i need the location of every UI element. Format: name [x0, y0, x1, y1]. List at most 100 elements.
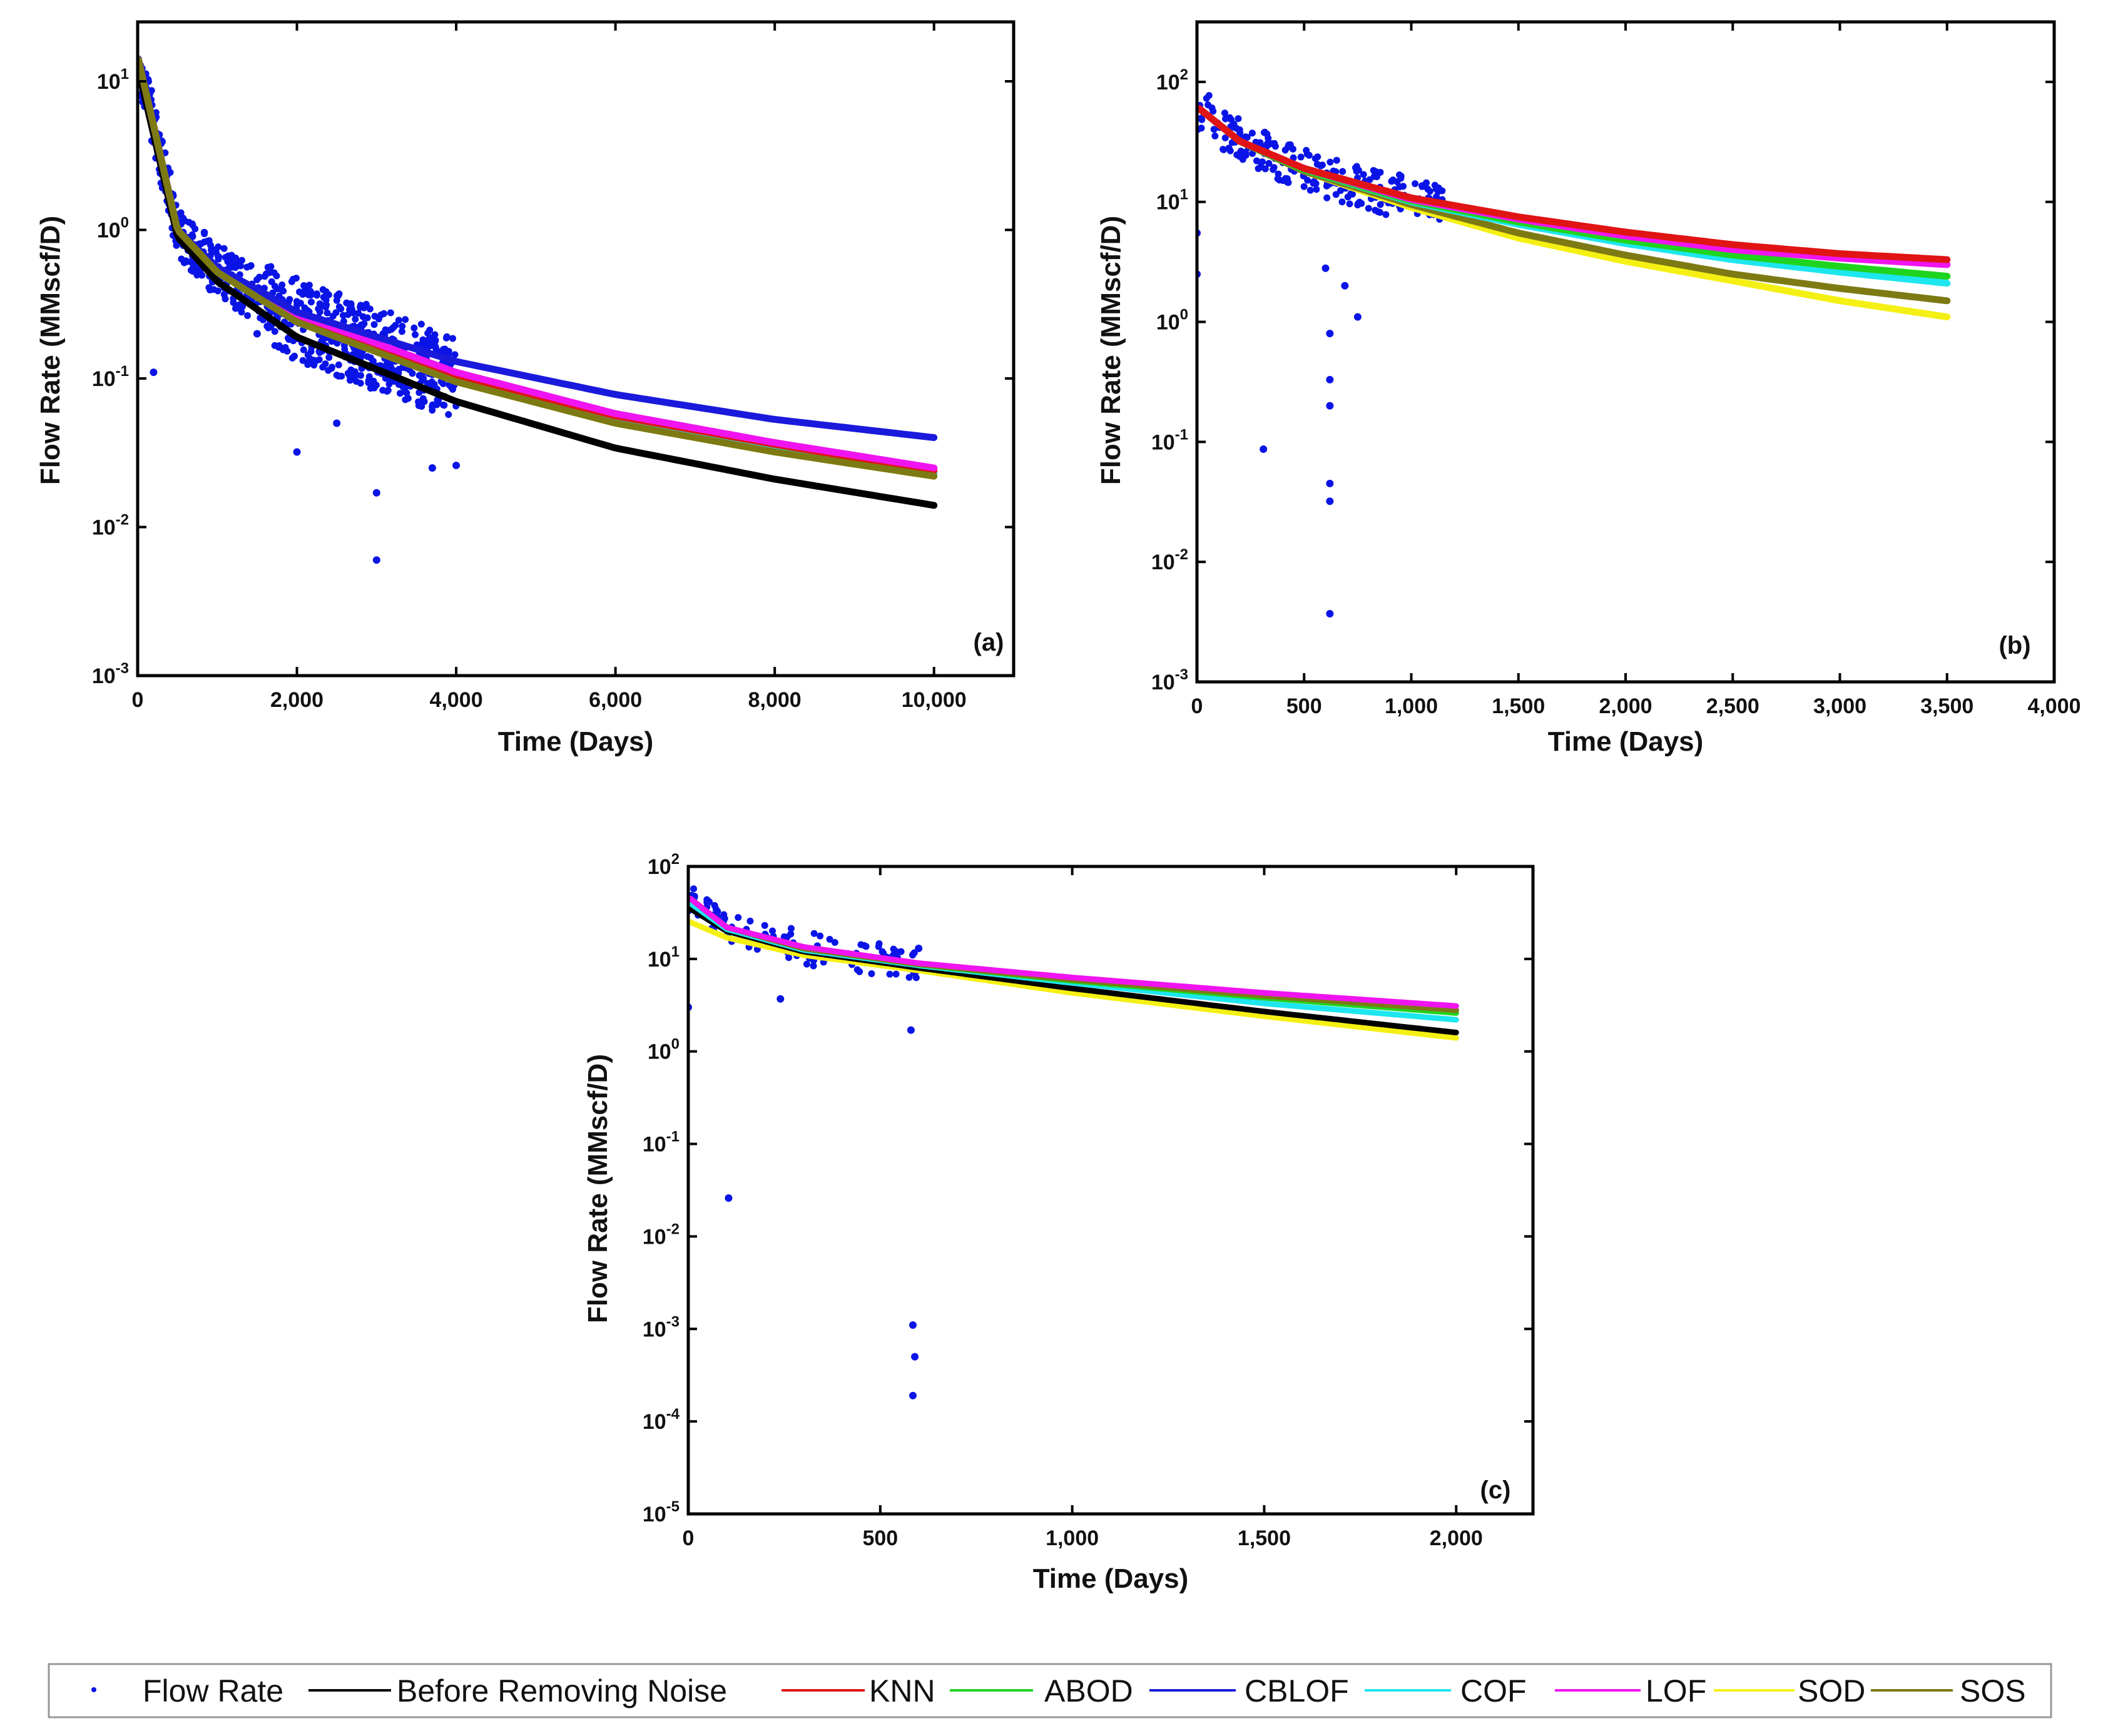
- flow-rate-point: [193, 265, 200, 272]
- flow-rate-point: [212, 248, 220, 256]
- flow-rate-point: [322, 288, 330, 295]
- flow-rate-point: [306, 355, 313, 362]
- flow-rate-point: [315, 305, 322, 313]
- flow-rate-point: [1360, 171, 1367, 178]
- legend-label-lof: LOF: [1646, 1673, 1706, 1708]
- flow-rate-point: [325, 353, 333, 361]
- flow-rate-point: [237, 305, 244, 313]
- flow-rate-point: [1434, 188, 1442, 195]
- flow-rate-point: [364, 314, 371, 322]
- flow-rate-point: [265, 266, 273, 274]
- y-tick-label: 10-1: [1151, 426, 1188, 454]
- flow-rate-point: [367, 380, 375, 387]
- flow-rate-point: [1222, 115, 1230, 123]
- legend-label-sod: SOD: [1798, 1673, 1865, 1708]
- x-tick-label: 4,000: [2027, 694, 2080, 718]
- flow-rate-point: [382, 326, 389, 333]
- flow-rate-point: [338, 372, 345, 380]
- flow-rate-outlier: [1353, 313, 1362, 321]
- flow-rate-point: [1372, 168, 1380, 175]
- flow-rate-point: [445, 411, 452, 419]
- y-tick-label: 10-3: [643, 1313, 680, 1341]
- flow-rate-point: [339, 312, 347, 319]
- flow-rate-point: [370, 321, 378, 328]
- x-tick-label: 2,500: [1706, 694, 1759, 718]
- flow-rate-point: [1235, 115, 1242, 123]
- flow-rate-outlier: [915, 945, 923, 953]
- legend-label-sos: SOS: [1960, 1673, 2026, 1708]
- x-tick-label: 500: [862, 1526, 898, 1550]
- flow-rate-point: [892, 970, 900, 978]
- legend-label-cof: COF: [1460, 1673, 1527, 1708]
- y-tick-label: 10-4: [643, 1406, 680, 1434]
- flow-rate-point: [399, 323, 406, 330]
- y-tick-label: 100: [97, 215, 129, 243]
- flow-rate-outlier: [1326, 375, 1334, 383]
- flow-rate-point: [853, 966, 861, 973]
- x-axis-title: Time (Days): [498, 726, 654, 757]
- legend: Flow Rate Before Removing Noise KNN ABOD…: [48, 1663, 2052, 1718]
- flow-rate-point: [1303, 150, 1311, 158]
- flow-rate-point: [188, 231, 196, 238]
- x-tick-label: 1,500: [1492, 694, 1545, 718]
- flow-rate-point: [1284, 178, 1291, 186]
- flow-rate-point: [398, 328, 405, 335]
- flow-rate-point: [206, 286, 214, 293]
- flow-rate-point: [315, 356, 323, 363]
- y-tick-label: 10-2: [1151, 546, 1188, 574]
- flow-rate-point: [384, 387, 391, 395]
- flow-rate-point: [810, 930, 818, 937]
- flow-rate-point: [449, 335, 456, 342]
- flow-rate-point: [273, 285, 281, 293]
- flow-rate-point: [1265, 160, 1273, 167]
- flow-rate-point: [349, 309, 357, 317]
- flow-rate-point: [868, 970, 875, 977]
- legend-label-knn: KNN: [869, 1673, 935, 1708]
- chart-panel-a: 0 2,000 4,000 6,000 8,000 10,000 10-3 10-2 10-1 1…: [35, 20, 1016, 757]
- flow-rate-point: [803, 960, 810, 968]
- y-tick-label: 100: [648, 1036, 680, 1064]
- flow-rate-point: [1333, 156, 1340, 164]
- flow-rate-point: [1389, 176, 1397, 184]
- flow-rate-point: [1314, 153, 1321, 161]
- flow-rate-point: [288, 354, 296, 362]
- flow-rate-point: [1382, 211, 1390, 218]
- x-tick-label: 4,000: [430, 688, 483, 712]
- flow-rate-point: [268, 278, 275, 285]
- flow-rate-point: [746, 917, 754, 925]
- flow-rate-outlier: [1326, 610, 1334, 618]
- flow-rate-point: [826, 935, 833, 943]
- flow-rate-point: [1249, 150, 1256, 157]
- flow-rate-point: [431, 338, 439, 345]
- panel-label: (c): [1480, 1476, 1511, 1504]
- flow-rate-points: [688, 885, 923, 1399]
- flow-rate-point: [1400, 183, 1407, 190]
- flow-rate-point: [817, 932, 824, 940]
- flow-rate-point: [905, 973, 913, 981]
- flow-rate-point: [721, 915, 728, 922]
- flow-rate-point: [787, 925, 795, 932]
- legend-label-abod: ABOD: [1044, 1673, 1133, 1708]
- flow-rate-outlier: [1321, 264, 1330, 272]
- flow-rate-outlier: [725, 1194, 733, 1202]
- flow-rate-point: [299, 357, 307, 364]
- flow-rate-point: [1332, 191, 1340, 198]
- flow-rate-point: [307, 298, 315, 306]
- flow-rate-point: [1348, 190, 1356, 198]
- x-tick-label: 2,000: [1599, 694, 1652, 718]
- flow-rate-point: [410, 324, 418, 332]
- flow-rate-point: [412, 331, 419, 338]
- flow-rate-point: [385, 380, 393, 388]
- flow-rate-point: [1297, 153, 1305, 161]
- flow-rate-outlier: [253, 330, 261, 338]
- x-tick-label: 0: [132, 688, 144, 712]
- flow-rate-point: [220, 245, 228, 252]
- flow-rate-point: [1236, 149, 1244, 156]
- flow-rate-point: [810, 962, 817, 970]
- flow-rate-point: [396, 390, 404, 397]
- flow-rate-point: [1313, 186, 1320, 193]
- x-tick-label: 2,000: [1430, 1526, 1483, 1550]
- flow-rate-point: [1300, 183, 1308, 190]
- flow-rate-point: [1208, 104, 1216, 112]
- flow-rate-point: [1365, 205, 1372, 212]
